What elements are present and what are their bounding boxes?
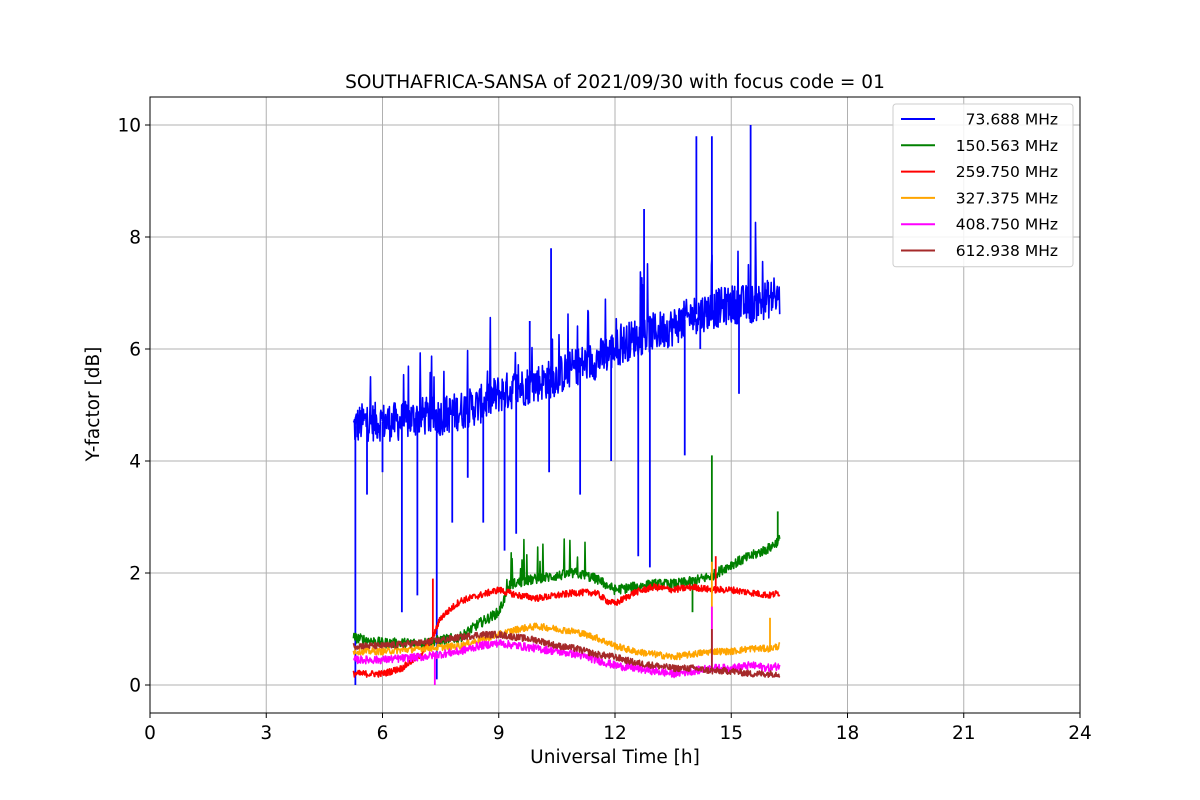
x-axis-label: Universal Time [h] <box>530 747 700 768</box>
chart-title: SOUTHAFRICA-SANSA of 2021/09/30 with foc… <box>345 72 885 93</box>
x-tick-label: 21 <box>952 723 976 744</box>
y-tick-label: 0 <box>129 676 141 697</box>
legend-label: 408.750 MHz <box>956 216 1058 234</box>
x-tick-label: 0 <box>144 723 156 744</box>
y-tick-label: 6 <box>129 340 141 361</box>
y-tick-label: 4 <box>129 452 141 473</box>
legend-label: 327.375 MHz <box>956 189 1058 207</box>
legend-box <box>892 103 1074 268</box>
y-tick-label: 2 <box>129 564 141 585</box>
legend-label: 73.688 MHz <box>966 111 1058 129</box>
series-line <box>352 622 781 661</box>
series-6 <box>352 629 781 679</box>
x-tick-label: 3 <box>260 723 272 744</box>
legend-label: 259.750 MHz <box>956 163 1058 181</box>
legend-label: 612.938 MHz <box>956 242 1058 260</box>
series-1 <box>352 125 781 685</box>
x-tick-label: 15 <box>719 723 743 744</box>
y-axis-label: Y-factor [dB] <box>83 347 104 463</box>
x-tick-label: 12 <box>603 723 627 744</box>
x-tick-label: 18 <box>836 723 860 744</box>
series-line <box>352 221 781 443</box>
legend: 73.688 MHz 150.563 MHz 259.750 MHz 327.375 … <box>892 103 1074 268</box>
y-tick-label: 10 <box>117 116 141 137</box>
x-tick-label: 6 <box>377 723 389 744</box>
series-line <box>352 630 781 679</box>
x-tick-label: 24 <box>1068 723 1092 744</box>
plot-series <box>352 125 781 685</box>
legend-label: 150.563 MHz <box>956 137 1058 155</box>
x-tick-label: 9 <box>493 723 505 744</box>
y-tick-label: 8 <box>129 228 141 249</box>
